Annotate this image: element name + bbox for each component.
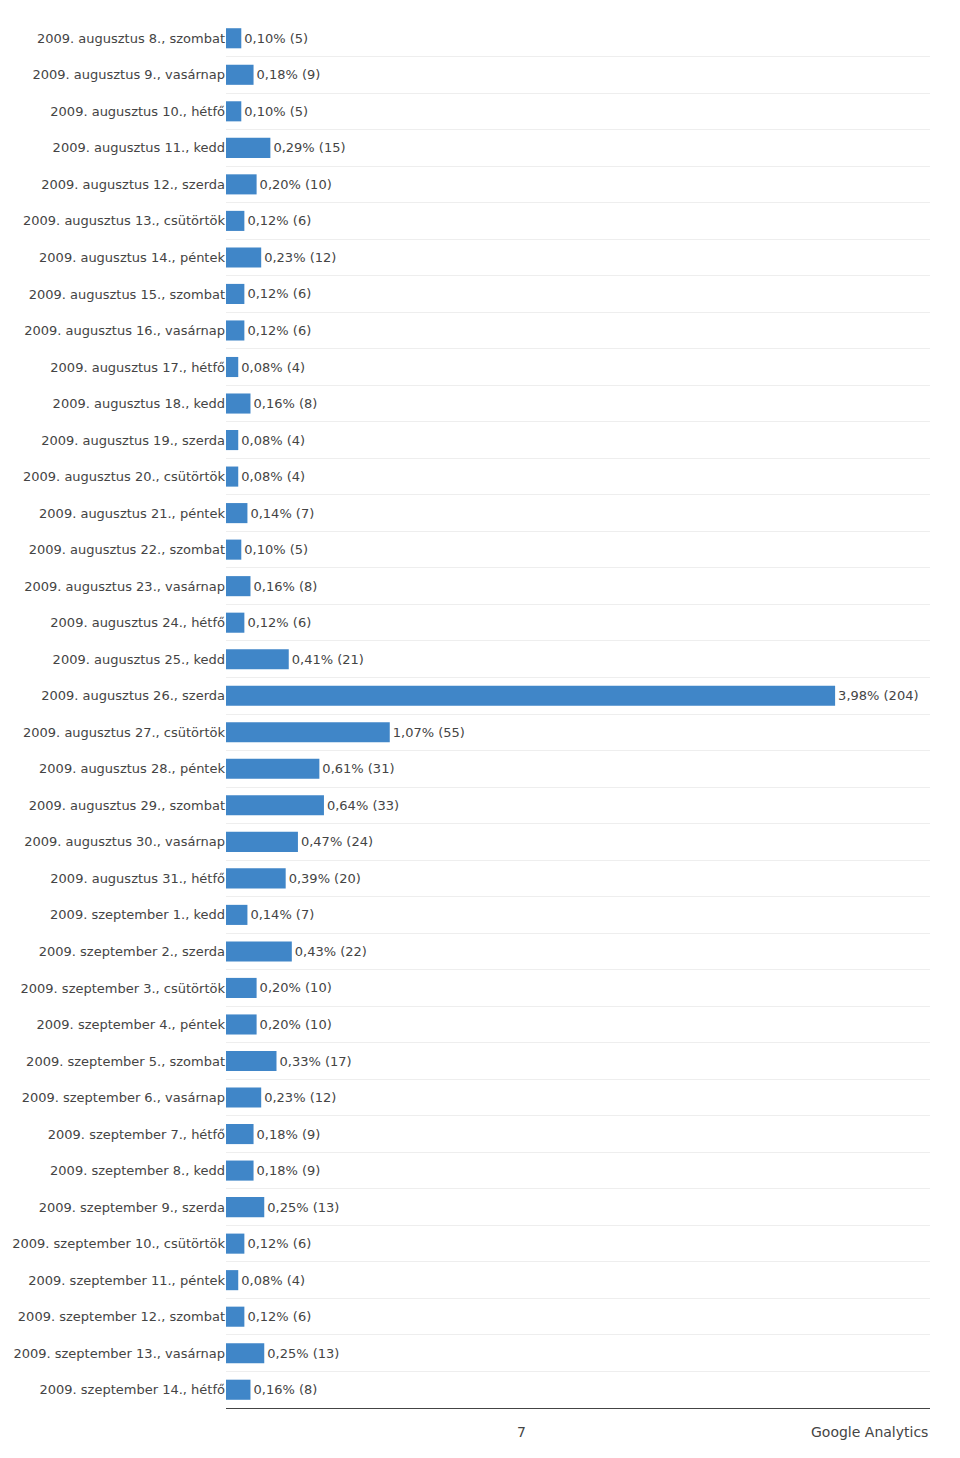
- svg-text:2009. augusztus 12., szerda: 2009. augusztus 12., szerda: [41, 177, 225, 192]
- svg-text:0,64% (33): 0,64% (33): [327, 798, 399, 813]
- svg-text:2009. augusztus 24., hétfő: 2009. augusztus 24., hétfő: [50, 615, 225, 630]
- svg-text:0,33% (17): 0,33% (17): [280, 1054, 352, 1069]
- svg-text:0,20% (10): 0,20% (10): [260, 980, 332, 995]
- svg-text:3,98% (204): 3,98% (204): [838, 688, 918, 703]
- svg-text:0,16% (8): 0,16% (8): [253, 1382, 317, 1397]
- svg-text:2009. augusztus 19., szerda: 2009. augusztus 19., szerda: [41, 433, 225, 448]
- svg-text:0,12% (6): 0,12% (6): [247, 1309, 311, 1324]
- svg-text:0,12% (6): 0,12% (6): [247, 286, 311, 301]
- svg-text:2009. augusztus 15., szombat: 2009. augusztus 15., szombat: [29, 287, 225, 302]
- svg-text:2009. augusztus 18., kedd: 2009. augusztus 18., kedd: [53, 396, 225, 411]
- svg-text:2009. augusztus 31., hétfő: 2009. augusztus 31., hétfő: [50, 871, 225, 886]
- svg-text:0,23% (12): 0,23% (12): [264, 250, 336, 265]
- svg-text:2009. augusztus 9., vasárnap: 2009. augusztus 9., vasárnap: [32, 67, 225, 82]
- svg-text:2009. augusztus 13., csütörtök: 2009. augusztus 13., csütörtök: [23, 213, 225, 228]
- svg-text:2009. augusztus 21., péntek: 2009. augusztus 21., péntek: [39, 506, 225, 521]
- svg-text:0,18% (9): 0,18% (9): [257, 1127, 321, 1142]
- svg-text:2009. augusztus 28., péntek: 2009. augusztus 28., péntek: [39, 761, 225, 776]
- svg-text:0,20% (10): 0,20% (10): [260, 177, 332, 192]
- svg-text:0,10% (5): 0,10% (5): [244, 542, 308, 557]
- svg-text:2009. augusztus 14., péntek: 2009. augusztus 14., péntek: [39, 250, 225, 265]
- svg-text:2009. augusztus 27., csütörtök: 2009. augusztus 27., csütörtök: [23, 725, 225, 740]
- svg-text:0,20% (10): 0,20% (10): [260, 1017, 332, 1032]
- svg-text:7: 7: [517, 1424, 526, 1440]
- svg-text:0,61% (31): 0,61% (31): [322, 761, 394, 776]
- svg-text:2009. szeptember 4., péntek: 2009. szeptember 4., péntek: [37, 1017, 226, 1032]
- svg-text:0,08% (4): 0,08% (4): [241, 433, 305, 448]
- svg-text:0,47% (24): 0,47% (24): [301, 834, 373, 849]
- svg-text:2009. szeptember 6., vasárnap: 2009. szeptember 6., vasárnap: [22, 1090, 225, 1105]
- svg-text:2009. augusztus 23., vasárnap: 2009. augusztus 23., vasárnap: [24, 579, 225, 594]
- svg-text:2009. augusztus 25., kedd: 2009. augusztus 25., kedd: [53, 652, 225, 667]
- svg-text:2009. szeptember 13., vasárnap: 2009. szeptember 13., vasárnap: [13, 1346, 225, 1361]
- svg-text:0,12% (6): 0,12% (6): [247, 615, 311, 630]
- svg-text:0,23% (12): 0,23% (12): [264, 1090, 336, 1105]
- svg-text:2009. szeptember 11., péntek: 2009. szeptember 11., péntek: [28, 1273, 225, 1288]
- svg-text:0,14% (7): 0,14% (7): [250, 506, 314, 521]
- svg-text:2009. augusztus 10., hétfő: 2009. augusztus 10., hétfő: [50, 104, 225, 119]
- svg-text:2009. szeptember 8., kedd: 2009. szeptember 8., kedd: [50, 1163, 225, 1178]
- svg-text:0,10% (5): 0,10% (5): [244, 31, 308, 46]
- svg-text:0,18% (9): 0,18% (9): [257, 67, 321, 82]
- svg-text:2009. augusztus 11., kedd: 2009. augusztus 11., kedd: [53, 140, 225, 155]
- svg-text:2009. szeptember 7., hétfő: 2009. szeptember 7., hétfő: [48, 1127, 225, 1142]
- svg-text:0,16% (8): 0,16% (8): [253, 396, 317, 411]
- svg-text:2009. szeptember 3., csütörtök: 2009. szeptember 3., csütörtök: [21, 981, 226, 996]
- svg-text:2009. augusztus 17., hétfő: 2009. augusztus 17., hétfő: [50, 360, 225, 375]
- svg-text:2009. szeptember 5., szombat: 2009. szeptember 5., szombat: [26, 1054, 225, 1069]
- svg-text:0,41% (21): 0,41% (21): [292, 652, 364, 667]
- svg-text:2009. szeptember 10., csütörtö: 2009. szeptember 10., csütörtök: [12, 1236, 225, 1251]
- svg-text:2009. augusztus 30., vasárnap: 2009. augusztus 30., vasárnap: [24, 834, 225, 849]
- svg-text:2009. augusztus 20., csütörtök: 2009. augusztus 20., csütörtök: [23, 469, 225, 484]
- svg-text:0,39% (20): 0,39% (20): [289, 871, 361, 886]
- svg-text:0,16% (8): 0,16% (8): [253, 579, 317, 594]
- svg-text:0,18% (9): 0,18% (9): [257, 1163, 321, 1178]
- svg-text:0,10% (5): 0,10% (5): [244, 104, 308, 119]
- svg-text:1,07% (55): 1,07% (55): [393, 725, 465, 740]
- svg-text:2009. szeptember 9., szerda: 2009. szeptember 9., szerda: [39, 1200, 225, 1215]
- svg-text:2009. szeptember 1., kedd: 2009. szeptember 1., kedd: [50, 907, 225, 922]
- svg-text:2009. szeptember 14., hétfő: 2009. szeptember 14., hétfő: [40, 1382, 226, 1397]
- svg-text:2009. augusztus 16., vasárnap: 2009. augusztus 16., vasárnap: [24, 323, 225, 338]
- svg-text:0,14% (7): 0,14% (7): [250, 907, 314, 922]
- svg-text:0,12% (6): 0,12% (6): [247, 1236, 311, 1251]
- svg-text:Google Analytics: Google Analytics: [811, 1424, 928, 1440]
- svg-text:0,08% (4): 0,08% (4): [241, 360, 305, 375]
- svg-text:0,25% (13): 0,25% (13): [267, 1346, 339, 1361]
- svg-text:0,43% (22): 0,43% (22): [295, 944, 367, 959]
- svg-text:0,08% (4): 0,08% (4): [241, 1273, 305, 1288]
- svg-text:0,25% (13): 0,25% (13): [267, 1200, 339, 1215]
- svg-text:2009. szeptember 12., szombat: 2009. szeptember 12., szombat: [18, 1309, 225, 1324]
- svg-text:2009. augusztus 8., szombat: 2009. augusztus 8., szombat: [37, 31, 225, 46]
- svg-text:0,12% (6): 0,12% (6): [247, 213, 311, 228]
- svg-text:2009. augusztus 22., szombat: 2009. augusztus 22., szombat: [29, 542, 225, 557]
- svg-text:0,12% (6): 0,12% (6): [247, 323, 311, 338]
- svg-text:2009. augusztus 26., szerda: 2009. augusztus 26., szerda: [41, 688, 225, 703]
- svg-text:2009. szeptember 2., szerda: 2009. szeptember 2., szerda: [39, 944, 225, 959]
- svg-text:2009. augusztus 29., szombat: 2009. augusztus 29., szombat: [29, 798, 225, 813]
- svg-text:0,08% (4): 0,08% (4): [241, 469, 305, 484]
- svg-text:0,29% (15): 0,29% (15): [273, 140, 345, 155]
